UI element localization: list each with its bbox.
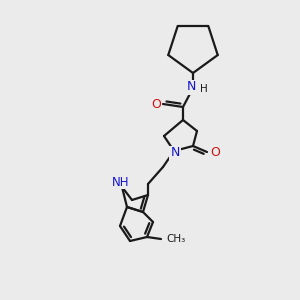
Text: O: O [210,146,220,158]
Text: H: H [200,84,208,94]
Text: N: N [170,146,180,160]
Text: N: N [186,80,196,94]
Text: NH: NH [112,176,130,188]
Text: CH₃: CH₃ [166,234,185,244]
Text: O: O [151,98,161,110]
